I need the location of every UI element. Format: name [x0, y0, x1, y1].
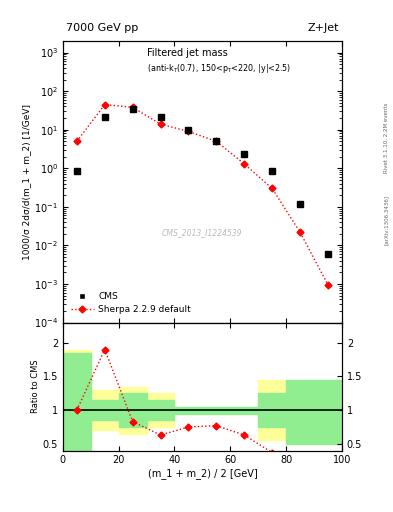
CMS [186, 126, 191, 133]
Text: (anti-k$_\mathrm{T}$(0.7), 150<p$_\mathrm{T}$<220, |y|<2.5): (anti-k$_\mathrm{T}$(0.7), 150<p$_\mathr… [147, 62, 291, 75]
Text: Filtered jet mass: Filtered jet mass [147, 48, 227, 58]
Text: 7000 GeV pp: 7000 GeV pp [66, 23, 138, 32]
CMS [75, 168, 79, 174]
Text: CMS_2013_I1224539: CMS_2013_I1224539 [162, 228, 242, 237]
Y-axis label: Ratio to CMS: Ratio to CMS [31, 360, 40, 413]
Line: CMS: CMS [74, 105, 331, 257]
CMS [130, 105, 135, 112]
CMS [298, 201, 303, 207]
Text: [arXiv:1306.3436]: [arXiv:1306.3436] [384, 195, 389, 245]
Text: Z+Jet: Z+Jet [308, 23, 339, 32]
CMS [158, 114, 163, 120]
CMS [242, 151, 247, 157]
X-axis label: (m_1 + m_2) / 2 [GeV]: (m_1 + m_2) / 2 [GeV] [147, 468, 257, 479]
Y-axis label: 1000/σ 2dσ/d(m_1 + m_2) [1/GeV]: 1000/σ 2dσ/d(m_1 + m_2) [1/GeV] [22, 104, 31, 260]
Legend: CMS, Sherpa 2.2.9 default: CMS, Sherpa 2.2.9 default [67, 288, 195, 318]
CMS [102, 114, 107, 120]
Text: Rivet 3.1.10, 2.2M events: Rivet 3.1.10, 2.2M events [384, 103, 389, 174]
CMS [326, 251, 331, 257]
CMS [214, 138, 219, 144]
CMS [270, 168, 275, 174]
